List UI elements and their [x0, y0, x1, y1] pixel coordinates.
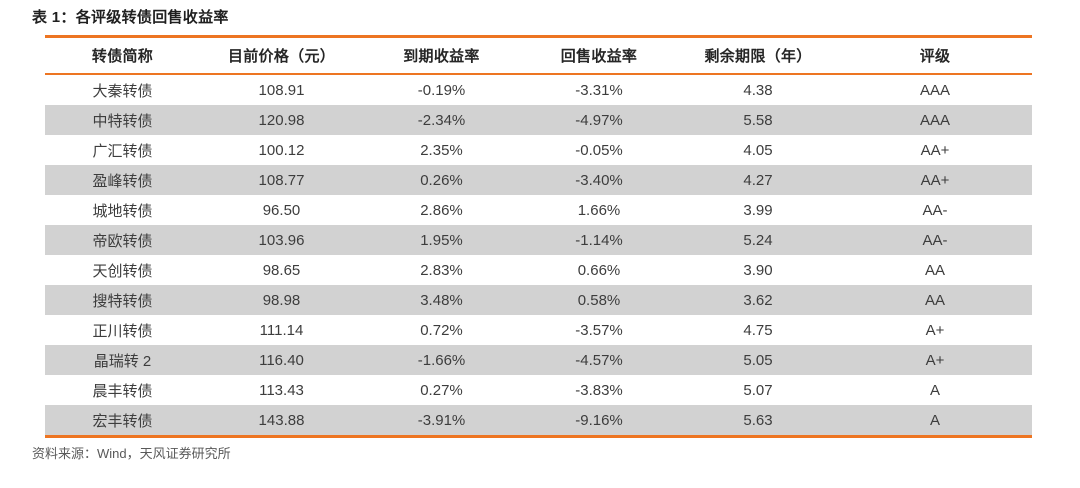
table-cell: 0.26% — [420, 171, 463, 189]
table-cell: 天创转债 — [92, 262, 153, 280]
table-cell: AAA — [919, 111, 950, 129]
table-cell: 城地转债 — [92, 202, 153, 220]
column-header: 到期收益率 — [363, 36, 520, 75]
table-cell: AA+ — [920, 171, 950, 189]
column-header: 回售收益率 — [520, 36, 678, 75]
table-cell: 96.50 — [262, 201, 301, 219]
table-cell: 113.43 — [259, 381, 304, 399]
table-cell: -2.34% — [417, 111, 466, 129]
table-cell: A+ — [925, 351, 945, 369]
header-row: 转债简称 目前价格（元） 到期收益率 回售收益率 剩余期限（年） 评级 — [45, 36, 1032, 75]
table-cell: A — [929, 411, 940, 429]
table-cell: 0.72% — [420, 321, 463, 339]
table-cell: 108.77 — [258, 171, 305, 189]
table-cell: -3.31% — [575, 81, 623, 99]
table-cell: 143.88 — [258, 411, 305, 429]
report-table-page: 表 1：各评级转债回售收益率 转债简称 目前价格（元） 到期收益率 回售收益率 剩余期限… — [32, 9, 1080, 461]
table-cell: 0.58% — [577, 291, 621, 309]
table-row: 正川转债 111.14 0.72% -3.57% 4.75 A+ — [45, 315, 1032, 345]
table-cell: 3.48% — [420, 291, 463, 309]
table-row: 中特转债 120.98 -2.34% -4.97% 5.58 AAA — [45, 105, 1032, 135]
table-cell: 3.62 — [743, 291, 773, 309]
bond-put-yield-table: 转债简称 目前价格（元） 到期收益率 回售收益率 剩余期限（年） 评级 大秦转债 108.9… — [45, 35, 1032, 438]
table-row: 晨丰转债 113.43 0.27% -3.83% 5.07 A — [45, 375, 1032, 405]
table-cell: 1.95% — [420, 231, 463, 249]
table-cell: AA- — [922, 201, 948, 219]
table-cell: 98.65 — [262, 261, 301, 279]
table-cell: -4.57% — [575, 351, 623, 369]
table-cell: 帝欧转债 — [92, 232, 153, 250]
table-cell: 搜特转债 — [92, 292, 153, 310]
table-cell: 3.90 — [743, 261, 773, 279]
column-header: 评级 — [838, 36, 1032, 75]
table-cell: 晶瑞转 2 — [93, 352, 152, 370]
column-header: 目前价格（元） — [200, 36, 363, 75]
table-cell: AA — [924, 291, 945, 309]
table-cell: 5.63 — [743, 411, 773, 429]
table-cell: 3.99 — [743, 201, 773, 219]
table-cell: 0.66% — [577, 261, 621, 279]
table-cell: 116.40 — [259, 351, 304, 369]
table-cell: -3.83% — [575, 381, 623, 399]
table-cell: AA- — [922, 231, 948, 249]
table-cell: 大秦转债 — [92, 82, 153, 100]
table-row: 天创转债 98.65 2.83% 0.66% 3.90 AA — [45, 255, 1032, 285]
table-row: 城地转债 96.50 2.86% 1.66% 3.99 AA- — [45, 195, 1032, 225]
table-container: 转债简称 目前价格（元） 到期收益率 回售收益率 剩余期限（年） 评级 大秦转债 108.9… — [45, 35, 1080, 438]
table-title: 表 1：各评级转债回售收益率 — [32, 9, 229, 26]
table-row: 广汇转债 100.12 2.35% -0.05% 4.05 AA+ — [45, 135, 1032, 165]
table-cell: A+ — [925, 321, 945, 339]
table-cell: 108.91 — [258, 81, 305, 99]
table-cell: 100.12 — [258, 141, 305, 159]
table-cell: 98.98 — [262, 291, 301, 309]
table-cell: -3.91% — [417, 411, 466, 429]
table-cell: AA+ — [920, 141, 950, 159]
table-cell: -0.05% — [575, 141, 623, 159]
table-cell: -0.19% — [417, 81, 466, 99]
table-cell: 2.35% — [420, 141, 463, 159]
table-cell: 120.98 — [258, 111, 305, 129]
table-cell: AA — [924, 261, 945, 279]
column-header: 转债简称 — [45, 36, 200, 75]
table-cell: 正川转债 — [92, 322, 153, 340]
table-cell: -1.66% — [417, 351, 466, 369]
table-cell: 4.38 — [743, 81, 773, 99]
table-cell: -3.57% — [575, 321, 623, 339]
table-cell: 广汇转债 — [92, 142, 153, 160]
table-cell: -3.40% — [575, 171, 623, 189]
table-cell: 103.96 — [258, 231, 305, 249]
table-cell: A — [929, 381, 940, 399]
table-cell: 盈峰转债 — [92, 172, 153, 190]
table-cell: 5.07 — [743, 381, 773, 399]
table-cell: -9.16% — [575, 411, 623, 429]
table-cell: 中特转债 — [92, 112, 153, 130]
table-row: 晶瑞转 2 116.40 -1.66% -4.57% 5.05 A+ — [45, 345, 1032, 375]
table-cell: AAA — [919, 81, 950, 99]
column-header: 剩余期限（年） — [678, 36, 838, 75]
table-cell: 4.05 — [743, 141, 773, 159]
table-row: 大秦转债 108.91 -0.19% -3.31% 4.38 AAA — [45, 74, 1032, 105]
table-cell: 5.24 — [743, 231, 773, 249]
table-cell: 111.14 — [259, 321, 304, 339]
table-cell: 4.75 — [743, 321, 773, 339]
table-cell: -1.14% — [575, 231, 623, 249]
table-row: 搜特转债 98.98 3.48% 0.58% 3.62 AA — [45, 285, 1032, 315]
source-note: 资料来源：Wind，天风证券研究所 — [32, 446, 231, 461]
table-header: 转债简称 目前价格（元） 到期收益率 回售收益率 剩余期限（年） 评级 — [45, 36, 1032, 75]
table-cell: 5.58 — [743, 111, 773, 129]
table-row: 盈峰转债 108.77 0.26% -3.40% 4.27 AA+ — [45, 165, 1032, 195]
table-cell: 2.83% — [420, 261, 463, 279]
table-cell: -4.97% — [575, 111, 623, 129]
table-body: 大秦转债 108.91 -0.19% -3.31% 4.38 AAA 中特转债 120.98-… — [45, 74, 1032, 437]
table-cell: 5.05 — [743, 351, 773, 369]
table-cell: 晨丰转债 — [92, 382, 153, 400]
table-row: 宏丰转债 143.88 -3.91% -9.16% 5.63 A — [45, 405, 1032, 437]
table-cell: 2.86% — [420, 201, 463, 219]
table-cell: 4.27 — [743, 171, 773, 189]
table-row: 帝欧转债 103.96 1.95% -1.14% 5.24 AA- — [45, 225, 1032, 255]
table-cell: 宏丰转债 — [92, 412, 153, 430]
table-cell: 0.27% — [420, 381, 463, 399]
table-cell: 1.66% — [577, 201, 621, 219]
